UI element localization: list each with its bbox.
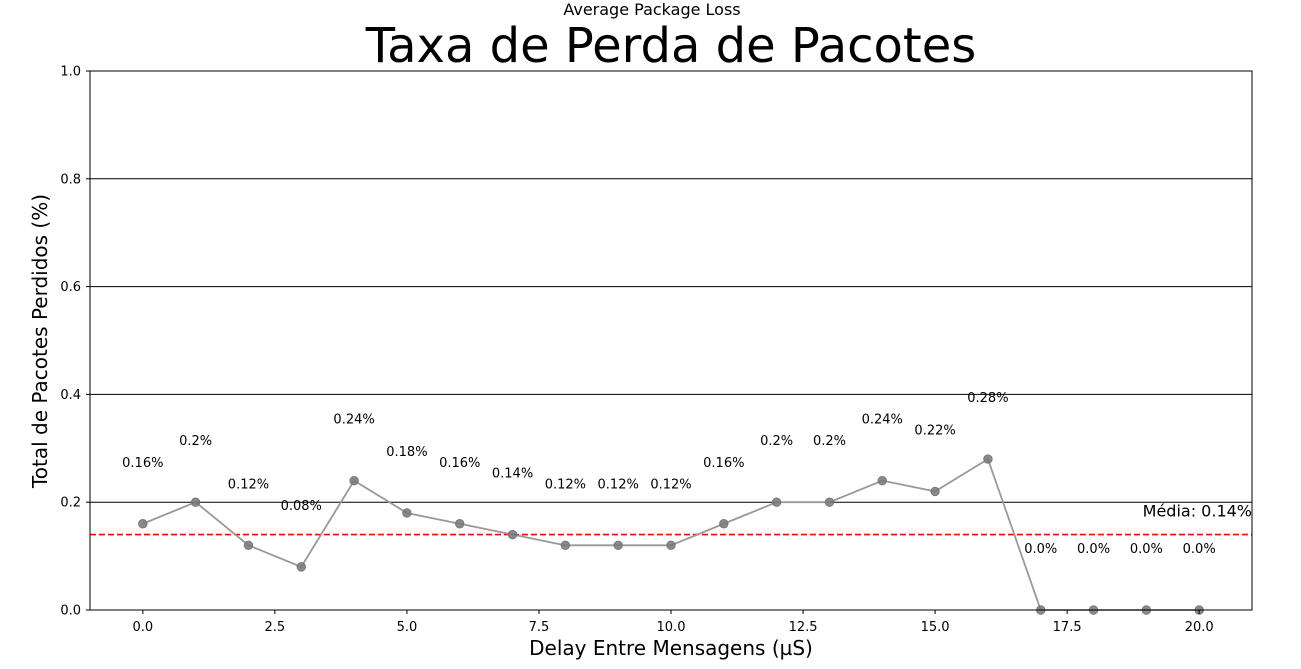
mean-label: Média: 0.14% (1143, 502, 1252, 521)
data-label: 0.22% (914, 423, 955, 438)
chart-title: Taxa de Perda de Pacotes (365, 18, 977, 74)
data-point (296, 562, 306, 572)
y-tick-label: 0.4 (60, 388, 81, 403)
data-label: 0.12% (545, 477, 586, 492)
data-point (507, 529, 518, 540)
x-tick-label: 5.0 (397, 620, 418, 635)
x-axis-label: Delay Entre Mensagens (µS) (529, 636, 813, 660)
data-point (560, 540, 571, 551)
data-point (824, 497, 835, 507)
data-point (243, 540, 254, 551)
series-group (138, 454, 1204, 615)
y-tick-label: 1.0 (60, 65, 81, 80)
y-axis-label: Total de Pacotes Perdidos (%) (28, 194, 52, 489)
data-point (666, 540, 676, 551)
x-tick-label: 17.5 (1053, 620, 1082, 635)
y-axis: 0.0 0.2 0.4 0.6 0.8 1.0 (60, 65, 90, 619)
x-axis: 0.0 2.5 5.0 7.5 10.0 12.5 15.0 17.5 20.0 (132, 610, 1214, 635)
x-tick-label: 12.5 (789, 620, 818, 635)
data-label: 0.14% (492, 467, 533, 482)
data-point (930, 486, 940, 497)
data-label: 0.0% (1024, 542, 1057, 557)
x-tick-label: 0.0 (132, 620, 153, 635)
data-label: 0.28% (967, 391, 1008, 406)
data-point (138, 519, 148, 529)
chart-suptitle: Average Package Loss (563, 0, 740, 19)
data-label: 0.2% (760, 434, 793, 449)
x-tick-label: 10.0 (657, 620, 686, 635)
data-point (190, 497, 201, 507)
mean-line-group: Média: 0.14% (90, 502, 1252, 536)
data-labels-group: 0.16% 0.2% 0.12% 0.08% 0.24% 0.18% 0.16% 0.14% 0… (122, 391, 1216, 557)
data-label: 0.24% (333, 413, 374, 428)
y-tick-label: 0.6 (60, 280, 81, 295)
data-label: 0.12% (650, 477, 691, 492)
data-label: 0.16% (122, 456, 163, 471)
data-label: 0.24% (862, 413, 903, 428)
data-label: 0.12% (598, 477, 639, 492)
data-point (613, 540, 623, 551)
data-label: 0.08% (281, 499, 322, 514)
y-tick-label: 0.2 (60, 496, 81, 511)
x-tick-label: 20.0 (1185, 620, 1214, 635)
data-label: 0.16% (439, 456, 480, 471)
x-tick-label: 2.5 (265, 620, 286, 635)
grid-lines (90, 70, 1252, 611)
data-label: 0.0% (1130, 542, 1163, 557)
data-label: 0.2% (179, 434, 212, 449)
data-point (719, 519, 729, 529)
data-point (983, 454, 993, 464)
data-point (877, 475, 887, 486)
plot-frame (89, 70, 1253, 611)
data-label: 0.18% (386, 445, 427, 460)
y-tick-label: 0.0 (60, 604, 81, 619)
data-point (455, 519, 465, 529)
x-tick-label: 15.0 (921, 620, 950, 635)
data-label: 0.0% (1183, 542, 1216, 557)
data-label: 0.16% (703, 456, 744, 471)
data-point (771, 497, 782, 507)
y-tick-label: 0.8 (60, 172, 81, 187)
data-label: 0.12% (228, 477, 269, 492)
data-point (349, 475, 359, 486)
data-label: 0.0% (1077, 542, 1110, 557)
data-label: 0.2% (813, 434, 846, 449)
data-point (402, 508, 412, 518)
x-tick-label: 7.5 (529, 620, 550, 635)
